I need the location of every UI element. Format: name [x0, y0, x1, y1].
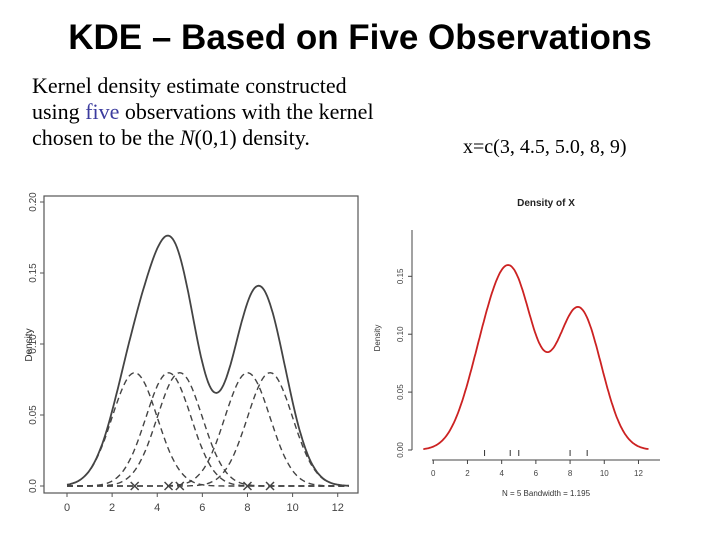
- description-part3: (0,1) density.: [194, 125, 310, 150]
- left-observation-marker: [130, 481, 140, 491]
- right-y-tick-label: 0.15: [396, 268, 405, 284]
- left-kde-chart: Density 0.0 0.05 0.10 0.15 0.20 0 2 4 6 8 10 12: [24, 192, 359, 514]
- right-x-tick-label: 6: [534, 469, 539, 478]
- code-snippet: x=c(3, 4.5, 5.0, 8, 9): [463, 136, 627, 158]
- right-x-tick-label: 4: [499, 469, 504, 478]
- description-text: Kernel density estimate constructed usin…: [32, 73, 392, 151]
- left-x-tick-label: 12: [332, 502, 344, 514]
- left-plot-frame: [43, 195, 359, 494]
- description-part2: observations with the kernel chosen to b…: [32, 99, 374, 150]
- left-kde-sum-curve: [66, 234, 349, 487]
- left-kernel-curve: [66, 372, 349, 487]
- left-x-tick-label: 10: [286, 502, 298, 514]
- description-highlight: five: [85, 99, 120, 124]
- right-x-tick-label: 0: [431, 469, 436, 478]
- left-x-tick-label: 2: [109, 502, 115, 514]
- right-x-tick-label: 2: [465, 469, 470, 478]
- left-x-tick-label: 0: [64, 502, 70, 514]
- left-kernel-curve: [67, 372, 349, 487]
- page-title: KDE – Based on Five Observations: [68, 18, 652, 57]
- right-density-chart: Density of X Density 0.00 0.05 0.10 0.15 0 2…: [373, 198, 660, 498]
- left-y-tick-label: 0.10: [28, 334, 39, 354]
- description-dist: N: [179, 125, 195, 150]
- left-kernel-curve: [67, 372, 349, 487]
- right-y-tick-label: 0.10: [396, 326, 405, 342]
- left-observation-marker: [242, 481, 253, 491]
- right-x-tick-label: 8: [568, 469, 573, 478]
- left-y-tick-label: 0.15: [28, 263, 39, 283]
- right-x-tick-label: 10: [600, 469, 609, 478]
- right-y-tick-label: 0.05: [396, 384, 405, 400]
- left-x-tick-label: 4: [154, 502, 160, 514]
- left-y-tick-label: 0.20: [28, 192, 39, 212]
- left-y-tick-label: 0.0: [28, 479, 39, 493]
- right-x-axis-label: N = 5 Bandwidth = 1.195: [502, 489, 591, 498]
- left-x-tick-label: 8: [244, 502, 250, 514]
- left-kernel-curve: [67, 371, 349, 487]
- left-y-tick-label: 0.05: [28, 405, 39, 425]
- right-chart-title: Density of X: [517, 198, 575, 209]
- right-x-tick-label: 12: [634, 469, 643, 478]
- left-observation-marker: [175, 481, 185, 491]
- left-observation-marker: [265, 481, 275, 491]
- right-y-tick-label: 0.00: [396, 442, 405, 458]
- left-y-axis-label: Density: [24, 328, 35, 361]
- description-part1: Kernel density estimate constructed usin…: [32, 73, 347, 124]
- left-x-tick-label: 6: [199, 502, 205, 514]
- right-y-axis-label: Density: [373, 325, 382, 352]
- right-density-curve: [423, 264, 649, 450]
- left-kernel-curve: [67, 371, 350, 487]
- left-observation-marker: [163, 481, 174, 491]
